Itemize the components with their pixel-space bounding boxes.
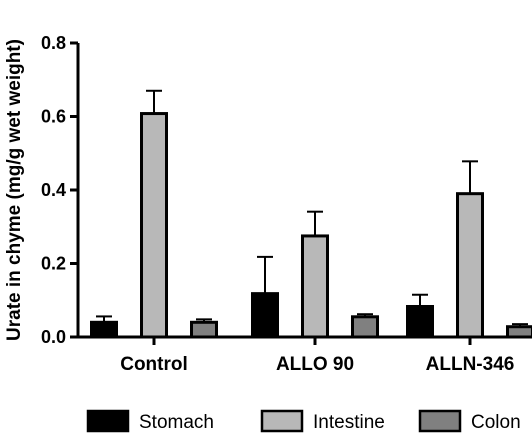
legend-swatch-stomach <box>86 409 130 433</box>
x-category-label: ALLN-346 <box>426 354 515 375</box>
bar-colon-2 <box>506 325 532 339</box>
bar-intestine-2 <box>456 192 484 339</box>
y-tick-label: 0.0 <box>41 327 66 347</box>
error-bars-group <box>96 89 528 327</box>
bar-colon-0 <box>190 320 218 339</box>
bar-intestine-0 <box>140 112 168 339</box>
y-axis: 0.0 0.2 0.4 0.6 0.8 <box>41 33 80 347</box>
y-tick-label: 0.8 <box>41 33 66 53</box>
legend-swatch-colon <box>418 409 462 433</box>
bar-intestine-1 <box>301 234 329 339</box>
bar-stomach-1 <box>251 292 279 339</box>
legend-label-colon: Colon <box>471 412 521 433</box>
y-tick-label: 0.6 <box>41 107 66 127</box>
bar-stomach-2 <box>406 304 434 339</box>
x-axis: Control ALLO 90 ALLN-346 <box>76 335 518 375</box>
legend-label-stomach: Stomach <box>139 412 214 433</box>
y-tick-label: 0.2 <box>41 254 66 274</box>
legend-swatch-intestine <box>260 409 304 433</box>
bars-group <box>90 112 532 339</box>
y-axis-title: Urate in chyme (mg/g wet weight) <box>4 39 25 341</box>
y-tick-label: 0.4 <box>41 180 66 200</box>
x-category-label: ALLO 90 <box>276 354 354 375</box>
legend-label-intestine: Intestine <box>313 412 385 433</box>
legend: Stomach Intestine Colon <box>86 409 521 433</box>
bar-stomach-0 <box>90 320 118 339</box>
bar-colon-1 <box>351 315 379 339</box>
x-category-label: Control <box>120 354 188 375</box>
